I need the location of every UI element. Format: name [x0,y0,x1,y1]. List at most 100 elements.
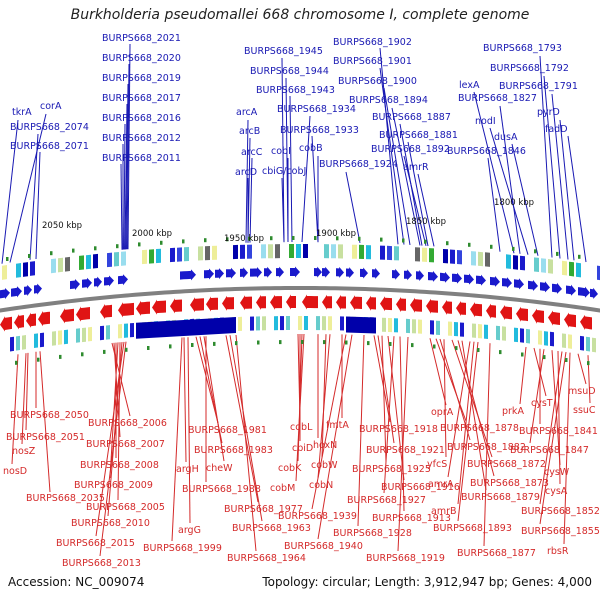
gene-label[interactable]: BURPS668_1913 [372,513,451,524]
gene-label[interactable]: BURPS668_1892 [371,144,450,155]
gene-label[interactable]: cobB [299,143,323,154]
gene-label[interactable]: BURPS668_2010 [71,518,150,529]
gene-label[interactable]: BURPS668_1925 [352,464,431,475]
gene-label[interactable]: BURPS668_1873 [470,478,549,489]
gene-label[interactable]: cobL [290,422,313,433]
gene-label[interactable]: BURPS668_1847 [510,445,589,456]
gene-label[interactable]: nosZ [12,446,36,457]
gene-label[interactable]: BURPS668_1999 [143,543,222,554]
gene-label[interactable]: nosD [3,466,27,477]
gene-label[interactable]: BURPS668_1791 [499,81,578,92]
gene-label[interactable]: hoxN [313,440,337,451]
gene-label[interactable]: lexA [459,80,480,91]
gene-label[interactable]: arcC [241,147,263,158]
gene-label[interactable]: BURPS668_1846 [447,146,526,157]
gene-label[interactable]: BURPS668_1902 [333,37,412,48]
gene-label[interactable]: BURPS668_1852 [521,506,600,517]
gene-label[interactable]: cysT [531,398,553,409]
gene-label[interactable]: BURPS668_1928 [333,528,412,539]
gene-label[interactable]: BURPS668_1963 [232,523,311,534]
gene-label[interactable]: BURPS668_2074 [10,122,89,133]
gene-label[interactable]: BURPS668_1879 [461,492,540,503]
gene-label[interactable]: BURPS668_1943 [256,85,335,96]
gene-label[interactable]: BURPS668_2016 [102,113,181,124]
gene-label[interactable]: oprA [431,407,454,418]
gene-label[interactable]: tkrA [12,107,32,118]
gene-label[interactable]: BURPS668_2005 [86,502,165,513]
gene-label[interactable]: yfcS [427,459,447,470]
gene-label[interactable]: BURPS668_2019 [102,73,181,84]
gene-label[interactable]: cysA [545,486,568,497]
gene-label[interactable]: cobN [309,480,333,491]
gene-label[interactable]: BURPS668_2006 [88,418,167,429]
gene-label[interactable]: fadD [545,124,568,135]
gene-label[interactable]: BURPS668_1988 [182,484,261,495]
gene-label[interactable]: BURPS668_1940 [284,541,363,552]
gene-label[interactable]: BURPS668_1878 [440,423,519,434]
gene-label[interactable]: amrR [403,162,429,173]
gene-label[interactable]: BURPS668_1900 [338,76,417,87]
gene-label[interactable]: BURPS668_1887 [372,112,451,123]
gene-label[interactable]: cobW [311,460,338,471]
gene-label[interactable]: BURPS668_1872 [467,459,546,470]
gene-label[interactable]: cbiG/cobJ [262,166,306,177]
gene-label[interactable]: fmtA [326,420,349,431]
gene-label[interactable]: BURPS668_1921 [366,445,445,456]
gene-label[interactable]: BURPS668_1983 [194,445,273,456]
gene-label[interactable]: BURPS668_1841 [519,426,598,437]
gene-label[interactable]: BURPS668_2007 [86,439,165,450]
gene-label[interactable]: BURPS668_1882 [447,442,526,453]
gene-label[interactable]: BURPS668_2008 [80,460,159,471]
gene-label[interactable]: dusA [494,132,518,143]
gene-label[interactable]: BURPS668_1927 [347,495,426,506]
gene-label[interactable]: rbsR [547,546,569,557]
gene-label[interactable]: cobI [271,146,291,157]
gene-label[interactable]: BURPS668_2012 [102,133,181,144]
gene-label[interactable]: BURPS668_1945 [244,46,323,57]
gene-label[interactable]: BURPS668_1919 [366,553,445,564]
gene-label[interactable]: BURPS668_1893 [433,523,512,534]
gene-label[interactable]: argG [178,525,201,536]
gene-label[interactable]: BURPS668_1977 [224,504,303,515]
gene-label[interactable]: pyrD [537,107,560,118]
gene-label[interactable]: BURPS668_1964 [227,553,306,564]
gene-label[interactable]: cysW [544,467,570,478]
gene-label[interactable]: BURPS668_2035 [26,493,105,504]
gene-label[interactable]: msuD [568,386,596,397]
gene-label[interactable]: BURPS668_1855 [521,526,600,537]
gene-label[interactable]: prkA [502,406,524,417]
gene-label[interactable]: BURPS668_1894 [349,95,428,106]
gene-label[interactable]: BURPS668_1934 [277,104,356,115]
gene-label[interactable]: BURPS668_2015 [56,538,135,549]
gene-label[interactable]: amrA [428,479,454,490]
gene-label[interactable]: cheW [206,463,233,474]
gene-label[interactable]: amrB [431,506,457,517]
gene-label[interactable]: nodI [475,116,496,127]
gene-label[interactable]: BURPS668_1793 [483,43,562,54]
gene-label[interactable]: cbiD [292,443,313,454]
gene-label[interactable]: arcB [239,126,260,137]
gene-label[interactable]: argH [176,464,199,475]
gene-label[interactable]: BURPS668_1827 [458,93,537,104]
gene-label[interactable]: BURPS668_1981 [188,425,267,436]
gene-label[interactable]: BURPS668_2071 [10,141,89,152]
gene-label[interactable]: BURPS668_2051 [6,432,85,443]
gene-label[interactable]: BURPS668_1939 [278,511,357,522]
gene-label[interactable]: BURPS668_2013 [62,558,141,569]
gene-label[interactable]: BURPS668_1944 [250,66,329,77]
gene-label[interactable]: arcD [235,167,257,178]
gene-label[interactable]: BURPS668_2050 [10,410,89,421]
gene-label[interactable]: BURPS668_1933 [280,125,359,136]
gene-label[interactable]: BURPS668_1792 [490,63,569,74]
gene-label[interactable]: BURPS668_2009 [74,480,153,491]
gene-label[interactable]: BURPS668_2020 [102,53,181,64]
gene-label[interactable]: BURPS668_1918 [359,424,438,435]
gene-label[interactable]: BURPS668_2017 [102,93,181,104]
gene-label[interactable]: cobK [278,463,302,474]
gene-label[interactable]: corA [40,101,62,112]
gene-label[interactable]: BURPS668_1881 [379,130,458,141]
gene-label[interactable]: ssuC [573,405,596,416]
gene-label[interactable]: BURPS668_1916 [381,482,460,493]
gene-label[interactable]: BURPS668_1901 [333,56,412,67]
gene-label[interactable]: cobM [270,483,295,494]
